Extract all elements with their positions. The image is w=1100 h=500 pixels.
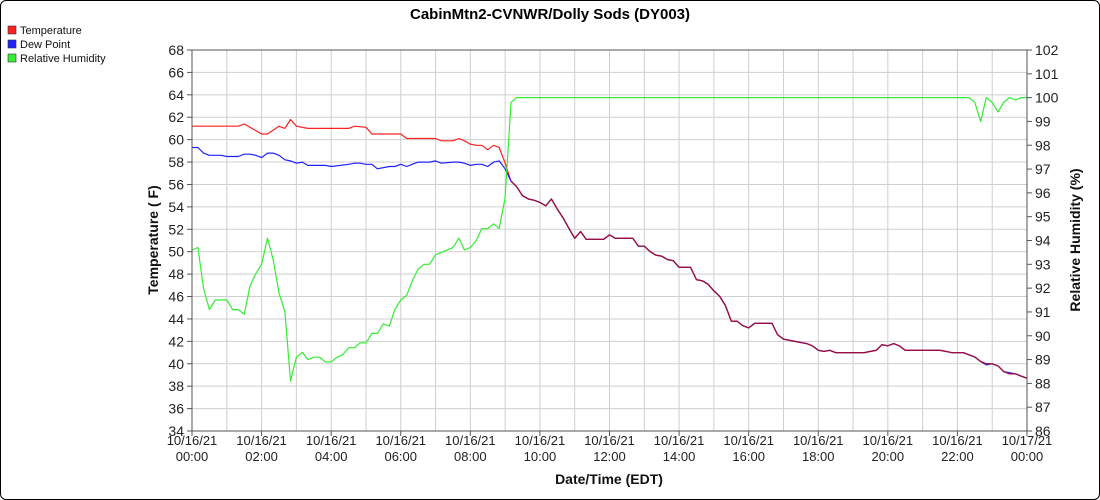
x-tick-date-label: 10/16/21 (445, 433, 496, 448)
y-right-tick-label: 90 (1035, 328, 1051, 344)
y-right-tick-label: 87 (1035, 399, 1051, 415)
x-tick-time-label: 00:00 (176, 449, 209, 464)
y-right-tick-label: 96 (1035, 185, 1051, 201)
x-tick-time-label: 20:00 (872, 449, 905, 464)
x-tick-time-label: 10:00 (524, 449, 557, 464)
y-left-tick-label: 34 (168, 423, 184, 439)
x-tick-time-label: 08:00 (454, 449, 487, 464)
y-right-tick-label: 98 (1035, 137, 1051, 153)
y-left-tick-label: 54 (168, 199, 184, 215)
x-tick-date-label: 10/17/21 (1002, 433, 1053, 448)
legend-label-relative-humidity: Relative Humidity (20, 53, 106, 65)
legend-swatch-dew-point (7, 39, 17, 49)
y-right-tick-label: 86 (1035, 423, 1051, 439)
y-left-tick-label: 52 (168, 221, 184, 237)
series-layer (191, 97, 1028, 382)
x-tick-date-label: 10/16/21 (167, 433, 218, 448)
x-tick-date-label: 10/16/21 (932, 433, 983, 448)
y-left-tick-label: 64 (168, 87, 184, 103)
x-tick-time-label: 22:00 (941, 449, 974, 464)
grid-lines (191, 49, 1028, 432)
y-right-tick-label: 92 (1035, 280, 1051, 296)
x-tick-date-label: 10/16/21 (863, 433, 914, 448)
y-right-tick-label: 93 (1035, 256, 1051, 272)
x-tick-time-label: 16:00 (732, 449, 765, 464)
x-tick-time-label: 12:00 (593, 449, 626, 464)
y-left-tick-label: 66 (168, 64, 184, 80)
y-axis-right: 86 87 88 89 90 91 92 93 94 95 96 97 98 99 100 101 102 (1027, 42, 1059, 439)
x-axis-label: Date/Time (EDT) (555, 471, 663, 487)
y-left-tick-label: 68 (168, 42, 184, 58)
x-tick-date-label: 10/16/21 (306, 433, 357, 448)
y-axis-right-label: Relative Humidity (%) (1067, 168, 1083, 311)
y-left-tick-label: 36 (168, 401, 184, 417)
x-tick-time-label: 04:00 (315, 449, 348, 464)
y-right-tick-label: 94 (1035, 233, 1051, 249)
y-right-tick-label: 88 (1035, 375, 1051, 391)
series-overlap-line (510, 180, 1028, 379)
y-right-tick-label: 89 (1035, 352, 1051, 368)
y-axis-left: 34 36 38 40 42 44 46 48 50 52 54 56 58 60 62 64 66 68 (168, 42, 192, 439)
chart-title: CabinMtn2-CVNWR/Dolly Sods (DY003) (410, 6, 690, 23)
y-left-tick-label: 48 (168, 266, 184, 282)
y-left-tick-label: 46 (168, 289, 184, 305)
y-left-tick-label: 60 (168, 132, 184, 148)
x-tick-date-label: 10/16/21 (793, 433, 844, 448)
y-left-tick-label: 62 (168, 109, 184, 125)
y-right-tick-label: 101 (1035, 66, 1059, 82)
legend: Temperature Dew Point Relative Humidity (7, 25, 106, 65)
x-tick-date-label: 10/16/21 (654, 433, 705, 448)
y-axis-left-label: Temperature ( F) (145, 185, 161, 294)
y-left-tick-label: 42 (168, 333, 184, 349)
x-tick-time-label: 14:00 (663, 449, 696, 464)
x-tick-date-label: 10/16/21 (584, 433, 635, 448)
y-right-tick-label: 102 (1035, 42, 1059, 58)
x-tick-time-label: 18:00 (802, 449, 835, 464)
legend-label-dew-point: Dew Point (20, 39, 70, 51)
y-left-tick-label: 58 (168, 154, 184, 170)
y-right-tick-label: 100 (1035, 90, 1059, 106)
y-right-tick-label: 95 (1035, 209, 1051, 225)
y-left-tick-label: 56 (168, 176, 184, 192)
legend-label-temperature: Temperature (20, 25, 82, 37)
x-tick-date-label: 10/16/21 (375, 433, 426, 448)
x-tick-date-label: 10/16/21 (236, 433, 287, 448)
x-tick-time-label: 02:00 (245, 449, 278, 464)
series-line-relative-humidity (191, 97, 1027, 382)
x-axis: 10/16/2100:0010/16/2102:0010/16/2104:001… (167, 431, 1053, 464)
y-right-tick-label: 97 (1035, 161, 1051, 177)
y-right-tick-label: 91 (1035, 304, 1051, 320)
y-left-tick-label: 44 (168, 311, 184, 327)
legend-swatch-relative-humidity (7, 53, 17, 63)
x-tick-date-label: 10/16/21 (723, 433, 774, 448)
x-tick-time-label: 00:00 (1011, 449, 1044, 464)
legend-swatch-temperature (7, 25, 17, 35)
y-left-tick-label: 38 (168, 378, 184, 394)
y-left-tick-label: 40 (168, 356, 184, 372)
x-tick-time-label: 06:00 (384, 449, 417, 464)
x-tick-date-label: 10/16/21 (515, 433, 566, 448)
y-left-tick-label: 50 (168, 244, 184, 260)
y-right-tick-label: 99 (1035, 113, 1051, 129)
